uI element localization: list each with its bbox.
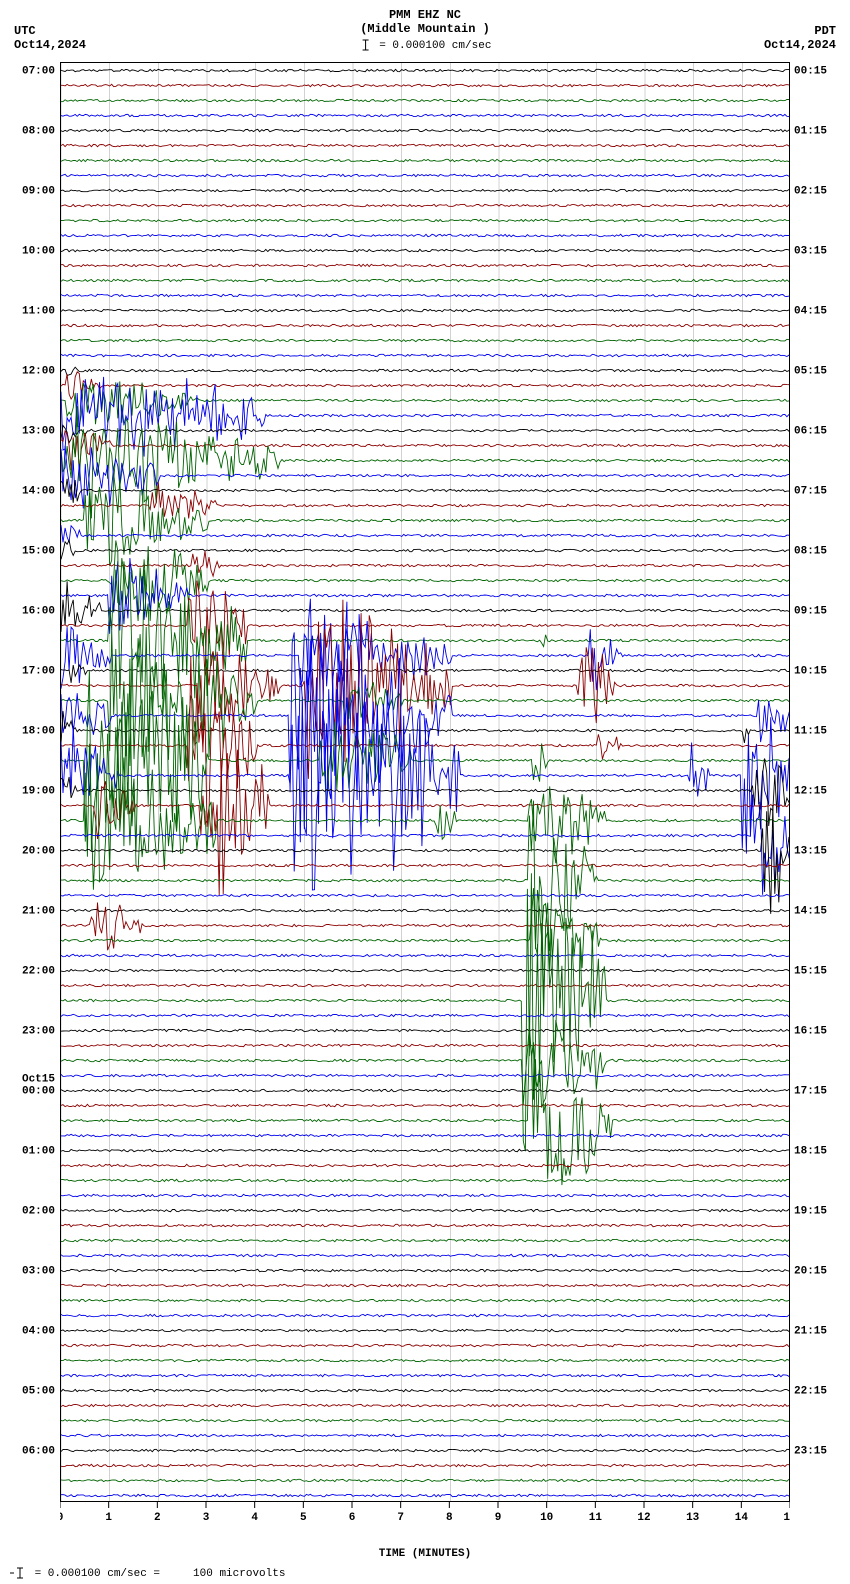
- right-time-label: 06:15: [794, 426, 827, 438]
- right-time-label: 23:15: [794, 1446, 827, 1458]
- footer-microvolts: 100 microvolts: [193, 1568, 285, 1580]
- right-time-label: 21:15: [794, 1326, 827, 1338]
- left-time-label: 18:00: [22, 726, 55, 738]
- helicorder-chart: PMM EHZ NC (Middle Mountain ) UTC Oct14,…: [0, 0, 850, 1584]
- left-time-label: 13:00: [22, 426, 55, 438]
- left-time-label: 04:00: [22, 1326, 55, 1338]
- left-time-label: 08:00: [22, 126, 55, 138]
- scale-value: = 0.000100 cm/sec: [379, 40, 491, 52]
- right-time-label: 18:15: [794, 1146, 827, 1158]
- left-time-label: 17:00: [22, 666, 55, 678]
- left-time-label: 00:00: [22, 1086, 55, 1098]
- left-time-axis: 07:00 08:00 09:00 10:00 11:00 12:00 13:00 14:00…: [0, 62, 60, 1512]
- right-time-label: 14:15: [794, 906, 827, 918]
- chart-header: PMM EHZ NC (Middle Mountain ): [0, 8, 850, 36]
- scale-bar-icon: [359, 38, 373, 52]
- minute-tick-label: 14: [735, 1512, 749, 1524]
- left-time-label: 12:00: [22, 366, 55, 378]
- minute-tick-label: 5: [300, 1512, 307, 1524]
- station-location: (Middle Mountain ): [0, 22, 850, 36]
- left-timezone: UTC: [14, 24, 86, 38]
- left-time-label: 09:00: [22, 186, 55, 198]
- minute-tick-label: 11: [589, 1512, 603, 1524]
- left-time-label: 23:00: [22, 1026, 55, 1038]
- right-time-label: 01:15: [794, 126, 827, 138]
- left-date: Oct14,2024: [14, 38, 86, 52]
- header-right: PDT Oct14,2024: [764, 24, 836, 52]
- minute-tick-label: 8: [446, 1512, 453, 1524]
- minute-tick-label: 3: [203, 1512, 210, 1524]
- left-time-label: 05:00: [22, 1386, 55, 1398]
- left-time-label: 03:00: [22, 1266, 55, 1278]
- minute-tick-label: 4: [251, 1512, 258, 1524]
- right-timezone: PDT: [764, 24, 836, 38]
- minute-tick-label: 9: [495, 1512, 502, 1524]
- left-time-label: 21:00: [22, 906, 55, 918]
- left-time-label: 10:00: [22, 246, 55, 258]
- right-time-label: 05:15: [794, 366, 827, 378]
- right-time-label: 10:15: [794, 666, 827, 678]
- left-time-label: 06:00: [22, 1446, 55, 1458]
- right-time-label: 03:15: [794, 246, 827, 258]
- minute-tick-label: 13: [686, 1512, 700, 1524]
- header-left: UTC Oct14,2024: [14, 24, 86, 52]
- minute-tick-label: 6: [349, 1512, 356, 1524]
- footer-scale-text: = 0.000100 cm/sec =: [35, 1568, 160, 1580]
- left-time-label: 07:00: [22, 66, 55, 78]
- left-time-label: 11:00: [22, 306, 55, 318]
- right-date: Oct14,2024: [764, 38, 836, 52]
- x-axis-label: TIME (MINUTES): [0, 1548, 850, 1560]
- left-time-label: 02:00: [22, 1206, 55, 1218]
- right-time-label: 08:15: [794, 546, 827, 558]
- right-time-label: 16:15: [794, 1026, 827, 1038]
- right-time-label: 15:15: [794, 966, 827, 978]
- right-time-label: 22:15: [794, 1386, 827, 1398]
- minute-tick-label: 2: [154, 1512, 161, 1524]
- minute-tick-label: 10: [540, 1512, 553, 1524]
- right-time-label: 02:15: [794, 186, 827, 198]
- right-time-label: 09:15: [794, 606, 827, 618]
- left-time-label: 19:00: [22, 786, 55, 798]
- bottom-minute-axis: 0123456789101112131415: [60, 1502, 790, 1542]
- left-time-label: 01:00: [22, 1146, 55, 1158]
- scale-marker: = 0.000100 cm/sec: [359, 38, 492, 52]
- left-time-label: 14:00: [22, 486, 55, 498]
- right-time-label: 12:15: [794, 786, 827, 798]
- right-time-label: 00:15: [794, 66, 827, 78]
- right-time-label: 20:15: [794, 1266, 827, 1278]
- scale-bar-icon: [10, 1566, 28, 1580]
- station-code: PMM EHZ NC: [0, 8, 850, 22]
- right-time-axis: 00:15 01:15 02:15 03:15 04:15 05:15 06:15 07:15…: [790, 62, 850, 1512]
- minute-tick-label: 1: [105, 1512, 112, 1524]
- left-time-label: 22:00: [22, 966, 55, 978]
- footer-scale: = 0.000100 cm/sec = 100 microvolts: [10, 1566, 285, 1580]
- left-time-label: 15:00: [22, 546, 55, 558]
- right-time-label: 04:15: [794, 306, 827, 318]
- right-time-label: 19:15: [794, 1206, 827, 1218]
- left-time-label: Oct15: [22, 1074, 55, 1086]
- right-time-label: 13:15: [794, 846, 827, 858]
- right-time-label: 11:15: [794, 726, 827, 738]
- right-time-label: 07:15: [794, 486, 827, 498]
- left-time-label: 16:00: [22, 606, 55, 618]
- minute-tick-label: 0: [60, 1512, 63, 1524]
- minute-tick-label: 12: [637, 1512, 650, 1524]
- left-time-label: 20:00: [22, 846, 55, 858]
- minute-tick-label: 7: [397, 1512, 404, 1524]
- plot-area: [60, 62, 790, 1502]
- minute-tick-label: 15: [783, 1512, 790, 1524]
- right-time-label: 17:15: [794, 1086, 827, 1098]
